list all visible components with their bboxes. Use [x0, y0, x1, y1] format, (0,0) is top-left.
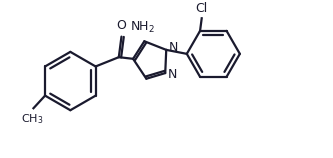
Text: NH$_2$: NH$_2$: [130, 20, 155, 35]
Text: O: O: [117, 19, 127, 32]
Text: N: N: [168, 68, 177, 81]
Text: CH$_3$: CH$_3$: [21, 112, 43, 126]
Text: N: N: [169, 41, 178, 54]
Text: Cl: Cl: [195, 2, 208, 15]
